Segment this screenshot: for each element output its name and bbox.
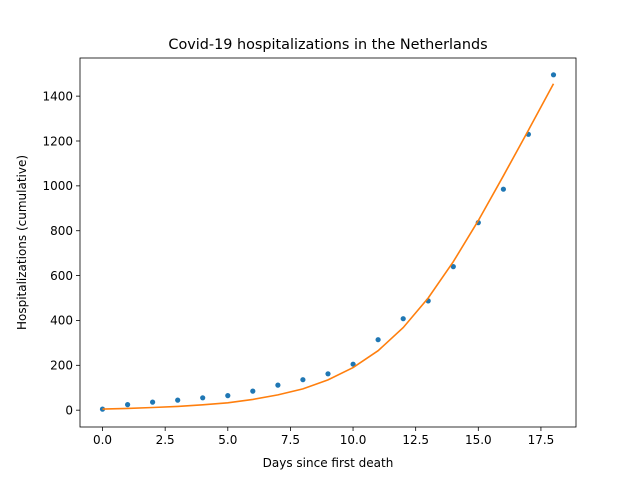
x-tick-label: 0.0 (93, 433, 112, 447)
plot-background (80, 58, 576, 427)
y-tick-label: 1000 (42, 179, 73, 193)
data-point (375, 337, 381, 343)
data-point (300, 377, 306, 383)
x-axis-ticks: 0.0 2.5 5.0 7.5 10.0 12.5 15.0 17.5 (93, 427, 554, 447)
x-tick-label: 5.0 (218, 433, 237, 447)
x-tick-label: 15.0 (465, 433, 492, 447)
x-tick-label: 10.0 (340, 433, 367, 447)
y-tick-label: 1400 (42, 89, 73, 103)
data-point (175, 397, 181, 403)
y-tick-label: 800 (50, 224, 73, 238)
data-point (550, 72, 557, 78)
data-point (275, 382, 281, 388)
x-axis-label: Days since first death (263, 456, 394, 470)
data-point (250, 388, 256, 394)
chart-marks (99, 72, 557, 412)
data-point (400, 316, 406, 322)
x-tick-label: 12.5 (402, 433, 429, 447)
y-axis-ticks: 0 200 400 600 800 1000 1200 1400 (42, 89, 80, 417)
fit-line (102, 83, 555, 410)
data-point (325, 371, 331, 377)
data-point (225, 393, 231, 399)
y-tick-label: 600 (50, 269, 73, 283)
y-tick-label: 200 (50, 359, 73, 373)
x-tick-label: 2.5 (156, 433, 175, 447)
data-point (200, 395, 206, 401)
data-point (350, 361, 356, 367)
x-tick-label: 7.5 (281, 433, 300, 447)
chart-title: Covid-19 hospitalizations in the Netherl… (168, 37, 487, 53)
data-point (125, 402, 131, 408)
plot-frame (79, 57, 577, 428)
y-axis-label: Hospitalizations (cumulative) (15, 155, 29, 330)
y-tick-label: 1200 (42, 134, 73, 148)
data-point (150, 399, 156, 405)
data-point (500, 186, 506, 192)
x-tick-label: 17.5 (528, 433, 555, 447)
y-tick-label: 0 (65, 403, 73, 417)
data-point (450, 264, 456, 270)
y-tick-label: 400 (50, 314, 73, 328)
